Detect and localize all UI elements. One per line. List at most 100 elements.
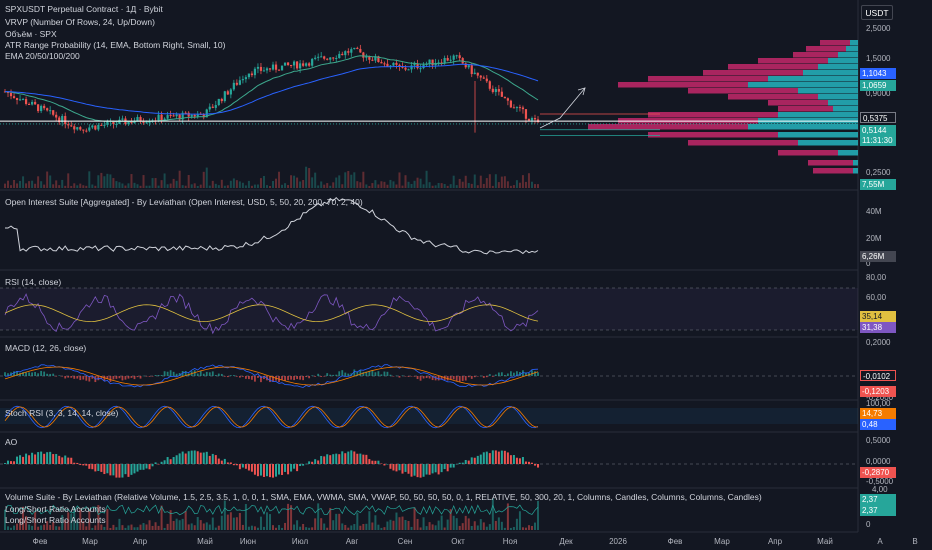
volume-bar [341,184,344,188]
volume-bar [491,185,494,188]
macd-hist [272,376,274,382]
macd-hist [232,375,235,376]
volume-bar [380,181,383,188]
volume-suite-bar [268,514,271,530]
ao-bar [449,464,452,468]
candle-body [268,68,272,70]
volume-suite-bar [425,526,428,530]
macd-hist [73,376,76,379]
macd-hist [419,376,422,381]
volume-suite-bar [290,505,293,530]
volume-bar [151,178,154,188]
volume-suite-bar [362,523,365,530]
volume-suite-bar [220,515,223,530]
oi-label[interactable]: Open Interest Suite [Aggregated] - By Le… [5,197,363,207]
volume-suite-bar [265,512,268,530]
candle-body [160,114,163,121]
volume-suite-label[interactable]: Volume Suite - By Leviathan (Relative Vo… [5,492,762,502]
candle-body [464,63,467,68]
ao-bar [166,457,169,464]
ao-bar [154,462,157,464]
volume-bar [401,185,404,188]
ls-ratio-label[interactable]: Long/Short Ratio Accounts [5,504,106,514]
time-tick: Апр [768,537,783,546]
candle-body [61,115,64,123]
volume-suite-bar [19,518,22,530]
volume-suite-bar [485,526,488,530]
macd-hist [431,376,434,381]
volume-suite-bar [172,520,175,530]
ao-bar [398,464,401,471]
candle-body [479,75,482,78]
axis-button[interactable]: A [877,537,883,546]
macd-hist [506,373,509,376]
volume-bar [476,185,479,188]
ao-bar [157,464,160,465]
indicator-label-volume[interactable]: Объём · SPX [5,29,57,39]
volume-suite-bar [503,527,506,530]
macd-hist [407,376,410,377]
volume-bar [347,171,350,188]
volume-suite-bar [419,527,422,530]
ao-bar [10,461,13,464]
macd-hist [503,374,506,376]
ao-label[interactable]: AO [5,437,18,447]
ao-bar [52,454,55,464]
candle-body [488,81,491,89]
ao-tick: 0,0000 [866,457,891,466]
macd-hist [46,373,49,376]
indicator-label-vrvp[interactable]: VRVP (Number Of Rows, 24, Up/Down) [5,17,155,27]
vp-row-down [588,124,748,130]
volume-suite-bar [488,524,491,530]
macd-hist [344,372,347,376]
ao-bar [196,451,199,464]
macd-label[interactable]: MACD (12, 26, close) [5,343,87,353]
vp-row-up [803,70,858,76]
candle-body [401,66,404,68]
ao-bar [308,461,311,464]
vp-row-up [818,64,858,70]
ao-bar [287,464,290,475]
rsi-tick: 80,00 [866,273,887,282]
rsi-label[interactable]: RSI (14, close) [5,277,62,287]
candle-body [473,72,476,75]
candle-body [24,99,28,104]
volume-bar [527,173,530,188]
ao-tick: -0,5000 [866,477,894,486]
ao-bar [272,464,275,478]
ao-bar [404,464,407,472]
candle-body [344,51,347,56]
rsi-badge: 31,38 [860,322,896,333]
volume-bar [223,185,226,188]
candle-body [175,114,178,117]
ao-bar [383,464,386,466]
volume-suite-bar [139,524,142,530]
ao-bar [238,464,241,470]
price-candles[interactable] [3,44,540,530]
volume-suite-bar [314,518,317,530]
indicator-label-ema[interactable]: EMA 20/50/100/200 [5,51,80,61]
ao-bar [389,464,392,469]
vp-row-up [768,76,858,82]
candle-body [389,65,392,67]
candle-body [431,59,434,66]
currency-button[interactable]: USDT [861,5,893,20]
ao-bar [142,464,145,470]
ao-bar [446,464,449,472]
ao-bar [392,464,395,471]
macd-hist [416,376,419,380]
indicator-label-atr[interactable]: ATR Range Probability (14, EMA, Bottom R… [5,40,226,50]
ao-bar [43,453,46,464]
volume-bar [500,176,503,188]
ao-bar [31,452,34,464]
stoch-label[interactable]: Stoch RSI (3, 3, 14, 14, close) [5,408,119,418]
volume-bar [262,175,265,188]
axis-button[interactable]: B [912,537,917,546]
volume-profile [588,40,858,174]
ao-bar [187,451,190,464]
candle-body [518,107,522,109]
ls-ratio-label-2[interactable]: Long/Short Ratio Accounts [5,515,106,525]
volume-suite-bar [533,522,536,530]
macd-hist [70,376,73,378]
